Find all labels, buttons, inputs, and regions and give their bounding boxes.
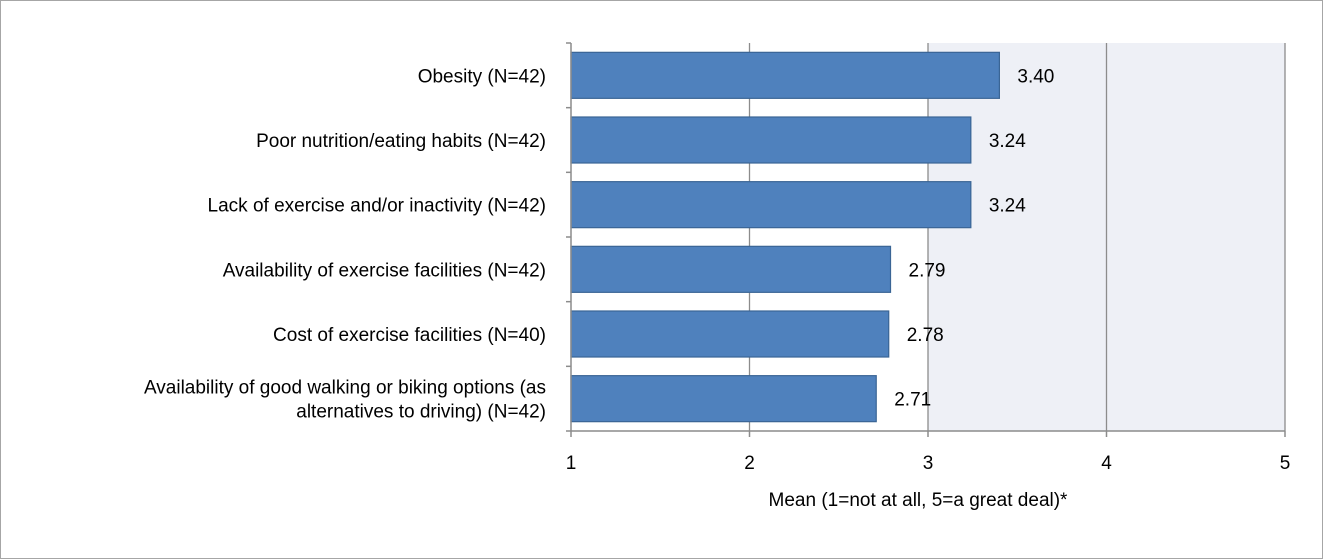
bar-6 (570, 375, 877, 423)
value-label-6: 2.71 (894, 390, 931, 411)
bar-2 (570, 116, 972, 164)
x-axis-title: Mean (1=not at all, 5=a great deal)* (769, 490, 1069, 511)
value-label-5: 2.78 (907, 325, 944, 346)
bar-4 (570, 245, 892, 293)
category-label-4: Availability of exercise facilities (N=4… (223, 260, 546, 281)
bar-5 (570, 310, 890, 358)
bar-3 (570, 181, 972, 229)
labels: 3.40 3.24 3.24 2.79 2.78 2.71 1 2 3 4 5 Obesity (N=… (144, 66, 1290, 474)
bar-1 (570, 51, 1000, 99)
value-label-4: 2.79 (909, 260, 946, 281)
x-tick-label-3: 3 (923, 453, 934, 474)
x-tick-label-2: 2 (744, 453, 755, 474)
value-label-2: 3.24 (989, 131, 1026, 152)
category-label-3: Lack of exercise and/or inactivity (N=42… (208, 196, 546, 217)
value-label-3: 3.24 (989, 196, 1026, 217)
category-label-5: Cost of exercise facilities (N=40) (273, 325, 546, 346)
x-tick-label-1: 1 (566, 453, 577, 474)
value-label-1: 3.40 (1017, 66, 1054, 87)
category-label-1: Obesity (N=42) (418, 66, 546, 87)
x-tick-label-5: 5 (1280, 453, 1291, 474)
bars (570, 51, 1000, 423)
category-label-2: Poor nutrition/eating habits (N=42) (256, 131, 546, 152)
x-tick-label-4: 4 (1101, 453, 1112, 474)
axes (566, 42, 1286, 437)
category-label-6: Availability of good walking or biking o… (144, 378, 546, 423)
gridlines (748, 43, 1286, 431)
